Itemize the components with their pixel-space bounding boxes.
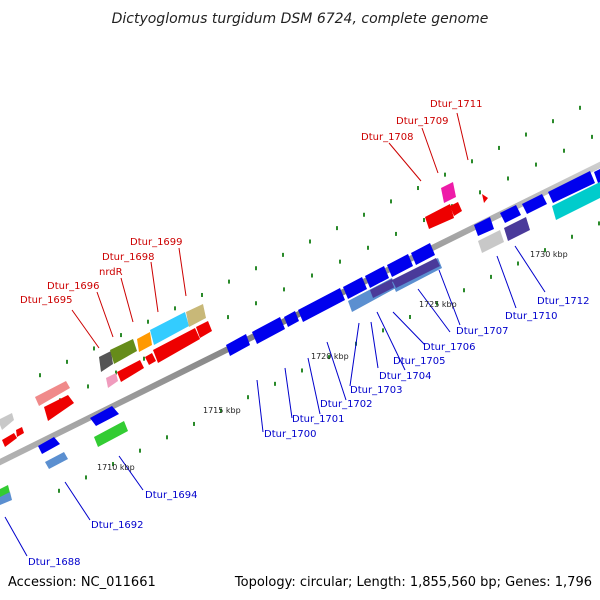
- forward-genes: [0, 182, 488, 447]
- tick-label: 1715 kbp: [203, 406, 241, 415]
- gene-label-reverse: Dtur_1703: [350, 385, 403, 396]
- gene-forward-red: [153, 328, 200, 363]
- gene-reverse-blue: [387, 254, 413, 277]
- gene-label-forward: Dtur_1698: [102, 252, 155, 263]
- accession-text: Accession: NC_011661: [8, 575, 156, 590]
- gene-reverse-blue: [284, 311, 299, 327]
- reverse-genes: [0, 169, 600, 505]
- gene-forward-darkgrey: [99, 351, 113, 372]
- gene-label-forward: Dtur_1695: [20, 295, 73, 306]
- gene-label-forward: Dtur_1699: [130, 237, 183, 248]
- gene-reverse-green: [94, 421, 128, 447]
- gene-reverse-blue: [226, 334, 250, 356]
- gene-forward-tan: [186, 304, 206, 327]
- gene-reverse-blue: [500, 205, 521, 223]
- gene-forward-red: [450, 202, 462, 216]
- gene-reverse-blue: [474, 217, 494, 236]
- gene-label-reverse: Dtur_1700: [264, 429, 317, 440]
- gene-forward-red: [117, 360, 144, 382]
- gene-forward-grey: [0, 413, 14, 430]
- gene-label-reverse: Dtur_1701: [292, 414, 345, 425]
- gene-reverse-blue: [365, 266, 389, 288]
- gene-reverse-blue: [38, 437, 60, 454]
- tick-label: 1720 kbp: [311, 352, 349, 361]
- gene-reverse-blue: [548, 171, 595, 203]
- gene-label-forward: Dtur_1709: [396, 116, 449, 127]
- leader-lines: [4, 112, 546, 557]
- gene-reverse-blue: [343, 277, 367, 299]
- gene-label-forward: Dtur_1696: [47, 281, 100, 292]
- gene-reverse-cyan: [552, 182, 600, 220]
- tick-labels: 1710 kbp 1715 kbp 1720 kbp 1725 kbp 1730…: [97, 250, 568, 472]
- gene-reverse-blue: [252, 317, 285, 344]
- gene-label-reverse: Dtur_1694: [145, 490, 198, 501]
- gene-forward-pink: [35, 381, 70, 406]
- gene-reverse-blue: [90, 406, 119, 426]
- gene-forward-red: [2, 433, 17, 447]
- gene-forward-olive: [110, 339, 137, 364]
- gene-label-forward: nrdR: [99, 267, 123, 278]
- gene-reverse-indigo: [392, 258, 440, 288]
- gene-forward-red: [145, 353, 156, 365]
- gene-label-reverse: Dtur_1705: [393, 356, 446, 367]
- gene-forward-magenta: [441, 182, 456, 203]
- gene-reverse-blue: [298, 288, 345, 322]
- gene-forward-orange: [137, 332, 152, 352]
- gene-label-reverse: Dtur_1688: [28, 557, 81, 568]
- gene-label-reverse: Dtur_1710: [505, 311, 558, 322]
- gene-forward-red: [425, 204, 454, 229]
- tick-label: 1710 kbp: [97, 463, 135, 472]
- gene-label-reverse: Dtur_1707: [456, 326, 509, 337]
- gene-forward-red: [16, 427, 24, 437]
- gene-label-reverse: Dtur_1702: [320, 399, 373, 410]
- gene-reverse-steel: [45, 452, 68, 469]
- gene-label-reverse: Dtur_1712: [537, 296, 590, 307]
- gene-label-forward: Dtur_1711: [430, 99, 483, 110]
- gene-reverse-blue: [522, 194, 547, 214]
- gene-reverse-blue: [411, 243, 435, 265]
- gene-reverse-blue: [594, 169, 600, 183]
- gene-forward-cyan: [150, 312, 189, 345]
- gene-forward-red: [44, 395, 74, 421]
- gene-forward-red: [482, 194, 488, 203]
- gene-forward-pink: [106, 373, 118, 388]
- gene-reverse-indigo: [504, 217, 530, 241]
- gene-reverse-steel: [0, 492, 12, 505]
- map-title: Dictyoglomus turgidum DSM 6724, complete…: [112, 11, 489, 27]
- tick-label: 1730 kbp: [530, 250, 568, 259]
- reverse-gene-labels: Dtur_1688 Dtur_1692 Dtur_1694 Dtur_1700 …: [28, 296, 590, 568]
- gene-label-reverse: Dtur_1692: [91, 520, 144, 531]
- gene-label-forward: Dtur_1708: [361, 132, 414, 143]
- gene-forward-red: [196, 321, 212, 338]
- gene-reverse-indigo: [370, 279, 395, 298]
- genome-summary-text: Topology: circular; Length: 1,855,560 bp…: [234, 575, 592, 590]
- gene-reverse-green: [0, 485, 10, 498]
- gene-label-reverse: Dtur_1704: [379, 371, 432, 382]
- forward-gene-labels: Dtur_1695 Dtur_1696 nrdR Dtur_1698 Dtur_…: [20, 99, 483, 306]
- gene-label-reverse: Dtur_1706: [423, 342, 476, 353]
- tick-label: 1725 kbp: [419, 300, 457, 309]
- gene-reverse-grey: [478, 230, 504, 253]
